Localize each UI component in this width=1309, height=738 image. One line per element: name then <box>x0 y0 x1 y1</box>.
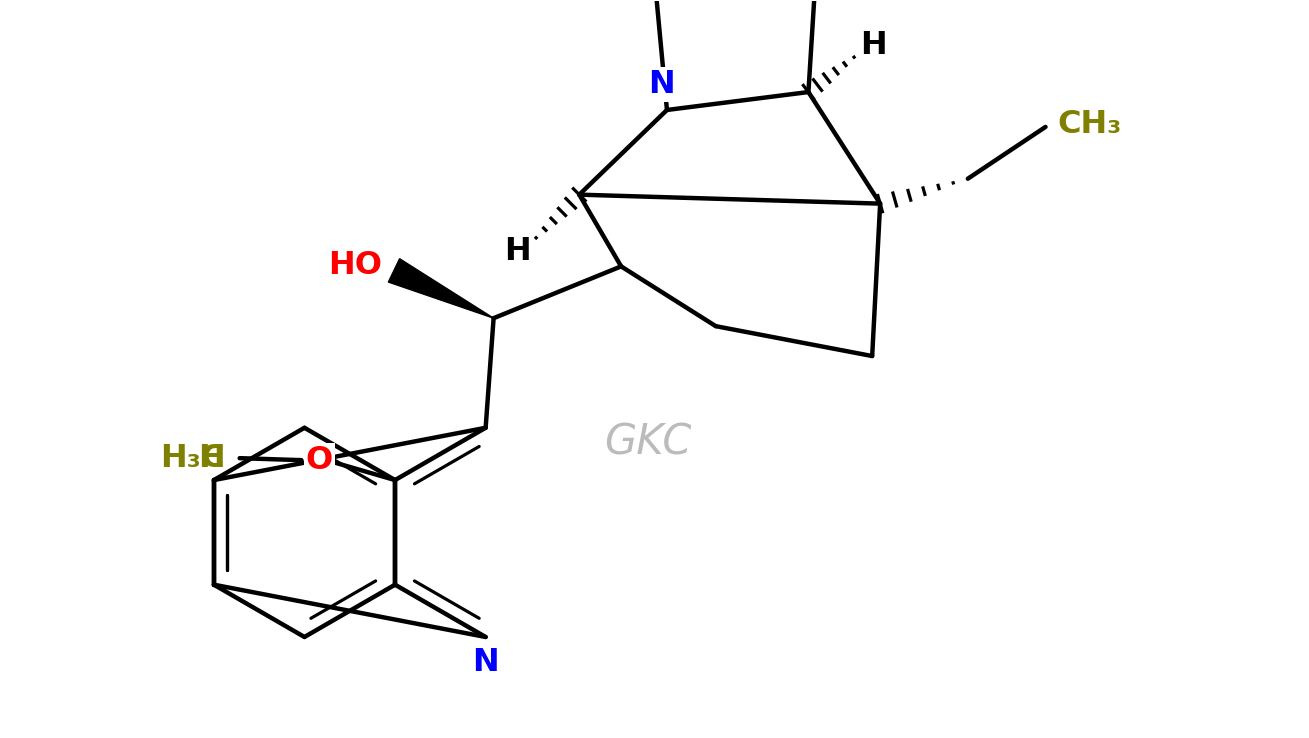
Polygon shape <box>389 259 493 318</box>
Text: CH₃: CH₃ <box>1058 109 1122 140</box>
Text: N: N <box>648 69 675 100</box>
Text: N: N <box>473 647 499 678</box>
Text: H: H <box>198 443 225 474</box>
Text: H₃C: H₃C <box>161 443 225 474</box>
Text: GKC: GKC <box>605 421 691 463</box>
Text: O: O <box>306 445 332 476</box>
Text: H: H <box>860 30 886 61</box>
Text: HO: HO <box>329 250 382 281</box>
Text: H: H <box>504 236 531 267</box>
